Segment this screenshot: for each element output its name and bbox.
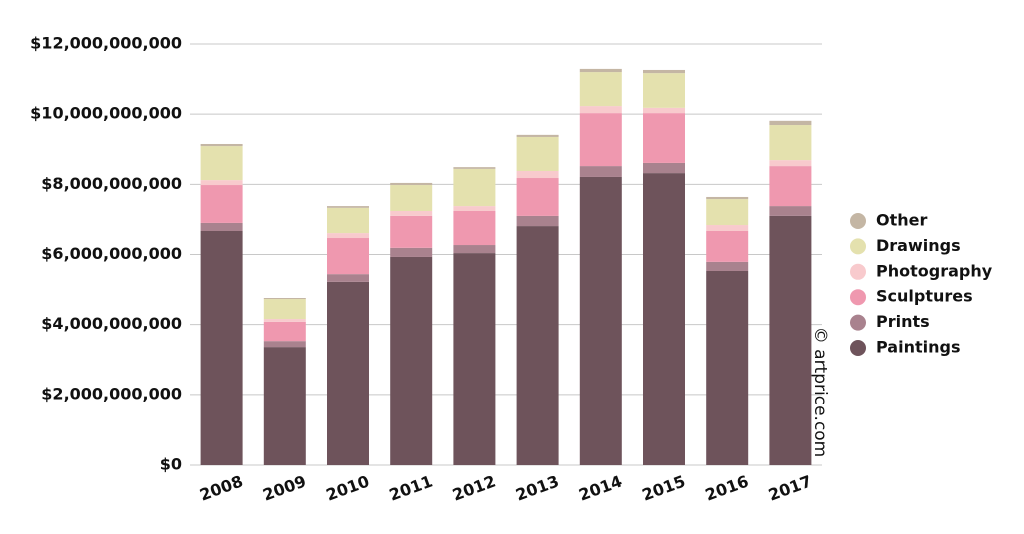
bar-segment — [516, 215, 559, 227]
bar-segment — [769, 125, 812, 161]
bar-segment — [200, 222, 243, 231]
bar-segment — [390, 215, 433, 248]
bar-segment — [453, 206, 496, 211]
bar-segment — [453, 167, 496, 169]
y-tick-label: $8,000,000,000 — [41, 174, 182, 193]
y-tick-label: $2,000,000,000 — [41, 384, 182, 403]
bar-segment — [706, 261, 749, 271]
legend-marker — [850, 340, 866, 356]
bar-segment — [516, 136, 559, 172]
bar-segment — [390, 185, 433, 211]
bar-segment — [769, 206, 812, 216]
bar-segment — [453, 245, 496, 254]
bar-segment — [579, 72, 622, 107]
bar-segment — [516, 178, 559, 216]
bar-segment — [769, 160, 812, 167]
bar-segment — [579, 68, 622, 73]
bar-segment — [200, 180, 243, 186]
bar-segment — [516, 171, 559, 179]
bar-segment — [263, 299, 306, 320]
x-tick-label: 2011 — [387, 472, 435, 505]
bar-segment — [200, 143, 243, 147]
x-tick-label: 2016 — [703, 472, 751, 505]
bar-segment — [579, 176, 622, 466]
bar-segment — [327, 238, 369, 275]
bar-segment — [200, 146, 243, 181]
bar-segment — [390, 247, 433, 257]
bar-segment — [769, 166, 812, 207]
bar-segment — [579, 166, 622, 177]
legend-marker — [850, 314, 866, 331]
bar-segment — [327, 233, 369, 239]
bar-segment — [643, 73, 685, 108]
bar-segment — [643, 162, 685, 174]
x-tick-label: 2014 — [576, 472, 624, 505]
bar-segment — [643, 173, 685, 465]
legend-label: Other — [876, 211, 927, 230]
bar-segment — [390, 256, 433, 465]
legend-marker — [850, 238, 866, 255]
legend-label: Drawings — [876, 236, 961, 255]
legend-marker — [850, 263, 866, 280]
y-tick-label: $0 — [160, 455, 182, 474]
bar-segment — [706, 270, 749, 465]
bar-segment — [263, 321, 306, 342]
bar-segment — [643, 113, 685, 163]
bar-segment — [263, 298, 306, 300]
x-tick-label: 2012 — [450, 472, 498, 505]
x-tick-label: 2009 — [260, 472, 308, 505]
bar-segment — [706, 199, 749, 226]
bar-segment — [390, 182, 433, 186]
bar-segment — [453, 210, 496, 246]
bar-segment — [200, 230, 243, 465]
bar-segment — [327, 207, 369, 234]
x-tick-label: 2015 — [639, 472, 687, 505]
legend-label: Photography — [876, 261, 993, 280]
watermark: © artprice.com — [810, 327, 830, 458]
bar-segment — [453, 253, 496, 465]
bar-segment — [516, 226, 559, 465]
bar-segment — [263, 347, 306, 465]
bar-segment — [579, 106, 622, 114]
bar-segment — [643, 69, 685, 74]
bar-segment — [706, 230, 749, 262]
bar-segment — [769, 120, 812, 126]
bar-segment — [643, 107, 685, 114]
legend-label: Sculptures — [876, 287, 973, 306]
bar-segment — [769, 215, 812, 465]
x-tick-label: 2013 — [513, 472, 561, 505]
bar-segment — [327, 206, 369, 208]
bar-segment — [706, 196, 749, 200]
y-tick-label: $4,000,000,000 — [41, 314, 182, 333]
y-tick-label: $12,000,000,000 — [30, 34, 182, 53]
x-tick-label: 2010 — [323, 472, 371, 505]
bar-segment — [390, 210, 433, 216]
bar-segment — [263, 341, 306, 348]
bar-segment — [453, 168, 496, 207]
y-tick-label: $10,000,000,000 — [30, 104, 182, 123]
x-tick-label: 2008 — [197, 472, 245, 505]
x-tick-label: 2017 — [766, 472, 814, 505]
y-tick-label: $6,000,000,000 — [41, 244, 182, 263]
bar-segment — [579, 113, 622, 167]
bar-segment — [263, 319, 306, 322]
legend-marker — [850, 289, 866, 306]
legend-label: Paintings — [876, 338, 960, 357]
legend-label: Prints — [876, 312, 930, 331]
bar-segment — [516, 134, 559, 137]
legend-marker — [850, 213, 866, 229]
bar-segment — [327, 281, 369, 465]
bar-segment — [706, 225, 749, 231]
bar-segment — [200, 185, 243, 223]
bar-segment — [327, 274, 369, 282]
